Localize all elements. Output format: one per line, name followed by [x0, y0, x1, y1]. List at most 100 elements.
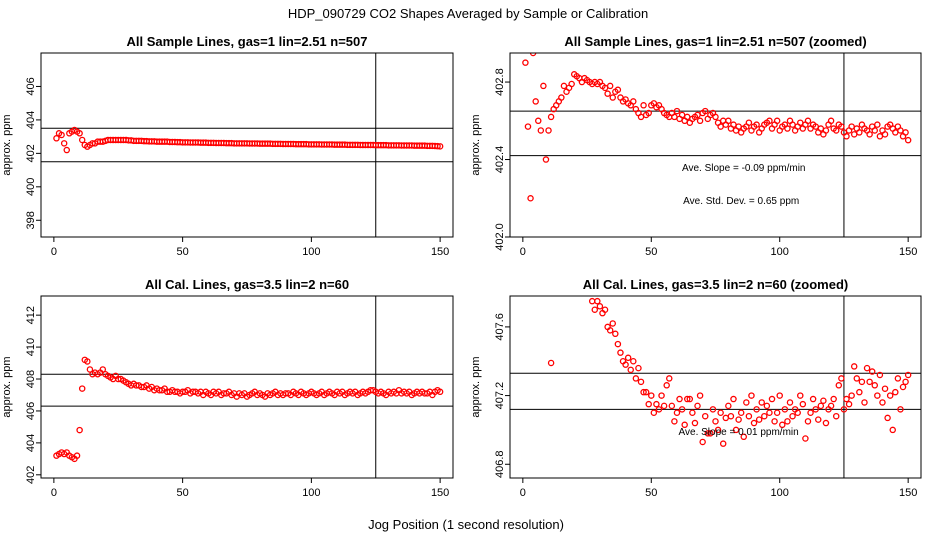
- data-point: [838, 375, 845, 382]
- data-point: [63, 146, 71, 154]
- data-point: [853, 375, 861, 382]
- chart-panel-1: All Sample Lines, gas=1 lin=2.51 n=507 ap…: [1, 34, 454, 258]
- data-point: [725, 117, 732, 125]
- data-point: [812, 406, 819, 413]
- data-point: [614, 86, 622, 94]
- data-point: [763, 402, 771, 410]
- data-point: [776, 392, 783, 399]
- data-point: [588, 297, 596, 305]
- data-point: [830, 395, 837, 403]
- data-point: [845, 400, 853, 408]
- x-tick-label: 0: [51, 487, 57, 499]
- data-point: [709, 406, 717, 413]
- annotation-text: Ave. Std. Dev. = 0.65 ppm: [683, 196, 799, 207]
- data-point: [750, 419, 758, 427]
- data-point: [894, 375, 902, 382]
- data-point: [735, 123, 742, 130]
- data-point: [719, 440, 727, 447]
- data-point: [560, 82, 568, 90]
- data-point: [725, 402, 732, 410]
- data-point: [694, 402, 701, 410]
- data-point: [755, 416, 763, 423]
- data-point: [797, 119, 804, 126]
- data-point: [902, 129, 909, 136]
- data-point: [704, 430, 712, 437]
- data-point: [558, 94, 565, 101]
- plot-frame: [509, 52, 922, 238]
- data-point: [630, 98, 637, 105]
- data-point: [850, 131, 858, 138]
- data-point: [76, 426, 83, 434]
- data-point: [535, 117, 542, 125]
- data-point: [645, 109, 652, 117]
- data-point: [822, 419, 830, 427]
- data-point: [663, 382, 670, 389]
- data-point: [884, 414, 891, 422]
- data-point: [678, 406, 686, 413]
- data-point: [856, 129, 863, 136]
- data-point: [596, 303, 604, 310]
- y-tick-label: 402: [25, 466, 37, 484]
- data-point: [696, 392, 704, 399]
- data-point: [866, 378, 873, 386]
- data-point: [673, 107, 681, 115]
- data-point: [743, 399, 750, 406]
- data-series: [53, 356, 444, 463]
- data-point: [76, 130, 83, 137]
- data-point: [745, 119, 753, 126]
- data-point: [84, 358, 91, 365]
- x-tick-label: 0: [520, 487, 526, 499]
- data-point: [612, 330, 619, 338]
- data-point: [871, 382, 879, 389]
- plot-frame: [509, 295, 922, 479]
- data-point: [547, 113, 555, 121]
- data-point: [673, 409, 681, 417]
- data-point: [773, 117, 781, 125]
- data-point: [804, 117, 812, 125]
- data-point: [784, 418, 791, 425]
- data-point: [886, 392, 894, 399]
- data-point: [691, 419, 699, 427]
- data-point: [624, 354, 632, 362]
- data-point: [904, 371, 912, 379]
- data-point: [99, 366, 107, 373]
- data-point: [737, 409, 745, 417]
- x-tick-label: 0: [51, 246, 57, 258]
- data-point: [817, 125, 825, 132]
- y-tick-label: 407.2: [494, 382, 506, 410]
- data-point: [686, 395, 694, 403]
- data-point: [637, 378, 645, 386]
- data-point: [717, 409, 724, 417]
- x-tick-label: 150: [431, 246, 449, 258]
- data-point: [781, 406, 789, 413]
- data-point: [637, 113, 645, 121]
- data-point: [591, 306, 599, 313]
- data-point: [540, 82, 547, 90]
- data-point: [683, 113, 691, 121]
- data-point: [622, 361, 629, 368]
- data-point: [648, 392, 655, 399]
- panel-title: All Sample Lines, gas=1 lin=2.51 n=507: [127, 34, 368, 49]
- data-point: [815, 416, 822, 423]
- plot-frame: [40, 295, 454, 479]
- data-point: [671, 113, 678, 121]
- data-point: [681, 421, 688, 429]
- data-point: [735, 416, 742, 423]
- x-tick-label: 100: [771, 487, 789, 499]
- y-tick-label: 402.0: [494, 223, 506, 251]
- y-tick-label: 406: [25, 77, 37, 95]
- data-point: [722, 414, 730, 422]
- data-point: [807, 409, 814, 417]
- data-point: [650, 409, 658, 417]
- data-point: [671, 418, 678, 425]
- data-point: [645, 400, 652, 408]
- chart-panel-4: All Cal. Lines, gas=3.5 lin=2 n=60 (zoom…: [470, 277, 922, 499]
- data-point: [568, 80, 575, 88]
- data-point: [545, 127, 552, 134]
- x-tick-label: 50: [645, 487, 657, 499]
- data-point: [881, 131, 889, 138]
- data-point: [863, 364, 871, 372]
- data-series: [522, 53, 912, 202]
- data-point: [809, 395, 817, 403]
- data-point: [753, 121, 760, 128]
